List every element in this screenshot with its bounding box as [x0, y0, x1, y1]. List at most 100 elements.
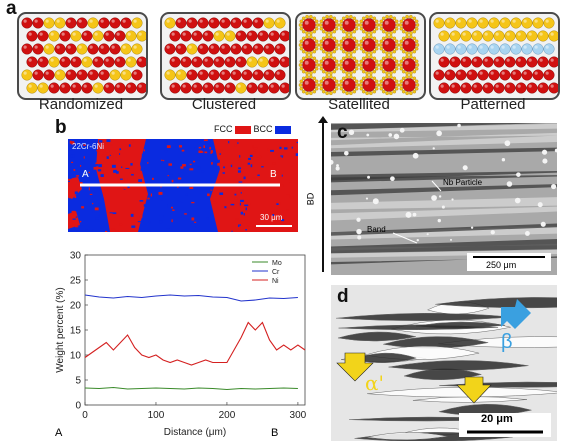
speckle [120, 166, 123, 168]
particle-highlight [210, 19, 214, 23]
particle-highlight [344, 80, 349, 85]
nb-particle [356, 217, 361, 222]
particle-highlight [188, 71, 192, 75]
speckle [177, 186, 179, 188]
speckle [94, 207, 99, 211]
satellite-particle [354, 19, 359, 24]
speckle [240, 199, 244, 202]
speckle [116, 171, 119, 174]
satellite-particle [314, 59, 319, 64]
particle-highlight [506, 84, 510, 88]
red-particle [92, 56, 104, 68]
red-particle [438, 82, 450, 94]
particle-highlight [56, 45, 60, 49]
yellow-particle [235, 82, 247, 94]
satellite-particle [409, 71, 413, 76]
particle-highlight [23, 45, 27, 49]
yellow-particle [526, 30, 538, 42]
particle-highlight [215, 58, 219, 62]
legend-label-mo: Mo [272, 260, 282, 267]
red-particle [202, 30, 214, 42]
y-tick-label: 30 [70, 251, 82, 262]
speckle [88, 171, 90, 174]
red-particle [362, 18, 376, 32]
particle-highlight [28, 84, 32, 88]
particle-highlight [384, 80, 389, 85]
satellite-particle [409, 91, 413, 96]
particle-highlight [479, 45, 483, 49]
red-particle [136, 82, 146, 94]
red-particle [213, 82, 225, 94]
particle-highlight [324, 20, 329, 25]
red-particle [302, 78, 316, 92]
speckle [189, 186, 194, 190]
satellite-particle [389, 91, 393, 96]
speckle [113, 169, 117, 173]
speckle [203, 139, 208, 142]
red-particle [482, 82, 494, 94]
speckle [238, 224, 240, 228]
band [331, 226, 557, 240]
particle-highlight [67, 19, 71, 23]
speckle [147, 197, 150, 200]
red-particle [537, 56, 549, 68]
speckle [239, 202, 241, 206]
satellite-particle [405, 14, 409, 19]
particle-highlight [462, 84, 466, 88]
particle-highlight [550, 32, 554, 36]
satellite-particle [359, 46, 364, 51]
particle-highlight [501, 45, 505, 49]
particle-highlight [495, 58, 499, 62]
satellite-particle [405, 74, 409, 79]
red-particle [362, 58, 376, 72]
red-particle [114, 30, 126, 42]
satellite-particle [354, 59, 359, 64]
red-particle [65, 43, 77, 55]
blue-particle [510, 43, 522, 55]
yellow-arrow-icon [336, 352, 374, 382]
satellite-particle [398, 43, 403, 47]
red-particle [302, 38, 316, 52]
red-particle [252, 17, 264, 29]
fcc-region [68, 211, 80, 229]
particle-highlight [490, 71, 494, 75]
satellite-particle [318, 83, 323, 87]
red-particle [32, 17, 44, 29]
speckle [189, 168, 194, 171]
speckle [75, 216, 78, 218]
red-particle [504, 56, 516, 68]
speckle [152, 177, 154, 180]
red-particle [257, 82, 269, 94]
particle-highlight [446, 45, 450, 49]
speckle [212, 201, 217, 204]
blue-particle [521, 43, 533, 55]
particle-highlight [270, 58, 274, 62]
satellite-particle [335, 83, 340, 87]
particle-highlight [243, 19, 247, 23]
satellite-particle [309, 34, 313, 39]
satellite-particle [415, 23, 420, 27]
red-particle [322, 18, 336, 32]
yellow-particle [466, 17, 478, 29]
lath [435, 297, 557, 309]
satellite-particle [414, 26, 419, 31]
particle-highlight [94, 84, 98, 88]
red-particle [235, 56, 247, 68]
speckle [219, 153, 222, 155]
satellite-particle [379, 86, 384, 91]
red-particle [224, 56, 236, 68]
nb-particle [490, 230, 495, 235]
particle-highlight [501, 19, 505, 23]
speckle [94, 205, 97, 208]
red-particle [455, 69, 467, 81]
red-particle [499, 69, 511, 81]
particle-highlight [199, 45, 203, 49]
nb-particle [426, 233, 429, 236]
speckle [180, 166, 184, 169]
speckle [177, 215, 182, 218]
satellite-particle [381, 69, 386, 74]
speckle [219, 192, 224, 195]
particle-highlight [457, 19, 461, 23]
satellite-particle [385, 51, 389, 56]
particle-highlight [501, 71, 505, 75]
